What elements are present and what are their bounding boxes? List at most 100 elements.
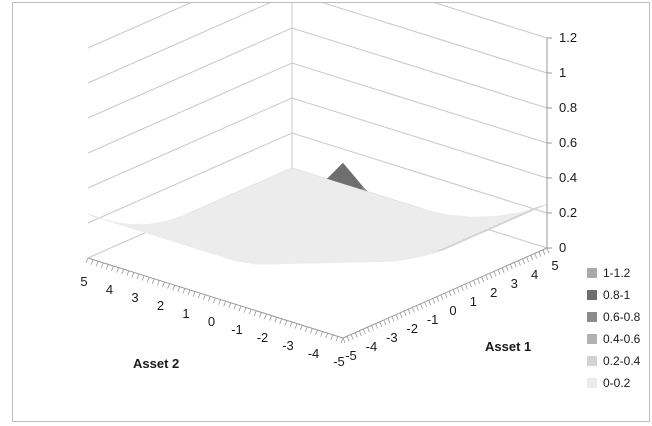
asset1-tick [501,267,505,273]
z-tick-label: 0.4 [559,170,577,185]
asset2-tick [136,273,140,280]
asset2-tick [284,320,288,326]
asset1-tick [546,247,550,254]
asset2-tick [274,317,278,323]
z-tick-label: 1.2 [559,30,577,45]
asset1-tick [371,325,374,331]
asset1-tick [350,334,354,340]
asset2-tick-label: 2 [157,298,164,313]
asset1-tick [493,271,497,277]
asset1-axis-title: Asset 1 [485,339,531,354]
asset2-tick [304,326,308,332]
asset2-tick [294,323,298,329]
asset1-tick [460,285,464,291]
asset1-tick [485,274,489,281]
asset1-tick-label: -5 [345,348,357,363]
asset2-tick [218,299,221,305]
asset1-tick [452,289,456,295]
asset1-tick [518,260,521,266]
asset2-tick [243,307,247,313]
asset2-tick [192,291,196,297]
asset2-tick [208,296,211,302]
asset2-tick [151,278,155,284]
asset1-tick [407,309,411,315]
asset2-tick [330,334,334,340]
asset2-tick [90,259,94,265]
asset1-tick [399,312,403,318]
asset2-tick [85,257,89,264]
asset1-tick [354,332,358,338]
asset2-tick [340,337,344,344]
asset2-tick [182,288,186,294]
asset2-tick-label: -4 [308,346,320,361]
asset2-tick [202,294,206,300]
asset2-tick [131,272,135,278]
asset1-tick [489,273,493,279]
asset1-tick [436,296,440,302]
asset1-tick [481,276,485,282]
asset2-tick [111,265,114,272]
asset2-tick [299,325,303,331]
asset2-tick [167,283,170,289]
asset1-tick [513,262,517,268]
asset1-tick [420,303,423,309]
asset1-tick [497,269,501,275]
legend-swatch [587,356,597,366]
asset2-tick [228,302,232,308]
asset2-tick-label: 4 [106,282,113,297]
asset2-tick [172,285,176,291]
asset2-tick-label: -3 [282,338,294,353]
chart-area: 0 0.2 0.4 0.6 0.8 1 1.2 -5 -4 -3 -2 -1 0 1 2 3 4 5 -5 -4-… [12,2,650,422]
legend-label: 1-1.2 [603,266,631,280]
asset2-tick [310,328,313,334]
asset1-tick-label: 2 [490,285,497,300]
legend-label: 0-0.2 [603,376,631,390]
asset1-tick [509,264,513,270]
asset1-tick [469,282,472,288]
asset2-tick [269,315,272,321]
asset2-tick-label: 0 [208,314,215,329]
asset2-tick [95,261,99,267]
asset2-tick [248,309,252,315]
asset2-tick [157,280,160,286]
asset2-tick [116,267,119,273]
asset1-tick [363,328,366,335]
asset2-tick-label: -1 [231,322,243,337]
asset2-tick [289,321,293,328]
gridline [87,3,548,84]
asset1-tick [383,319,387,326]
asset1-tick [424,301,427,308]
asset2-tick-label: 5 [80,274,87,289]
asset1-tick [538,251,542,257]
gridline [87,3,548,49]
asset1-tick [403,310,407,317]
asset1-tick [530,255,534,261]
asset1-tick-label: -4 [366,339,378,354]
asset1-tick [522,258,525,264]
asset1-tick [526,256,529,263]
asset2-tick [264,313,267,320]
asset2-tick [187,289,191,296]
asset1-tick-label: 5 [551,258,558,273]
asset1-tick [342,337,346,344]
asset2-tick [100,262,104,268]
asset2-tick [259,312,262,318]
legend-swatch [587,290,597,300]
asset2-tick [238,305,242,312]
asset2-tick [223,301,227,307]
asset2-tick-label: -2 [257,330,269,345]
asset1-tick [358,330,362,336]
z-tick-label: 0.2 [559,205,577,220]
asset2-tick [335,336,339,342]
asset1-tick [367,327,370,333]
legend-swatch [587,378,597,388]
asset2-axis-title: Asset 2 [133,356,179,371]
asset1-tick [432,298,436,304]
asset2-tick-label: 1 [182,306,189,321]
asset1-tick [391,316,395,322]
asset1-tick [395,314,399,320]
asset1-tick [346,336,350,342]
surface [87,162,548,265]
asset2-tick [233,304,237,310]
